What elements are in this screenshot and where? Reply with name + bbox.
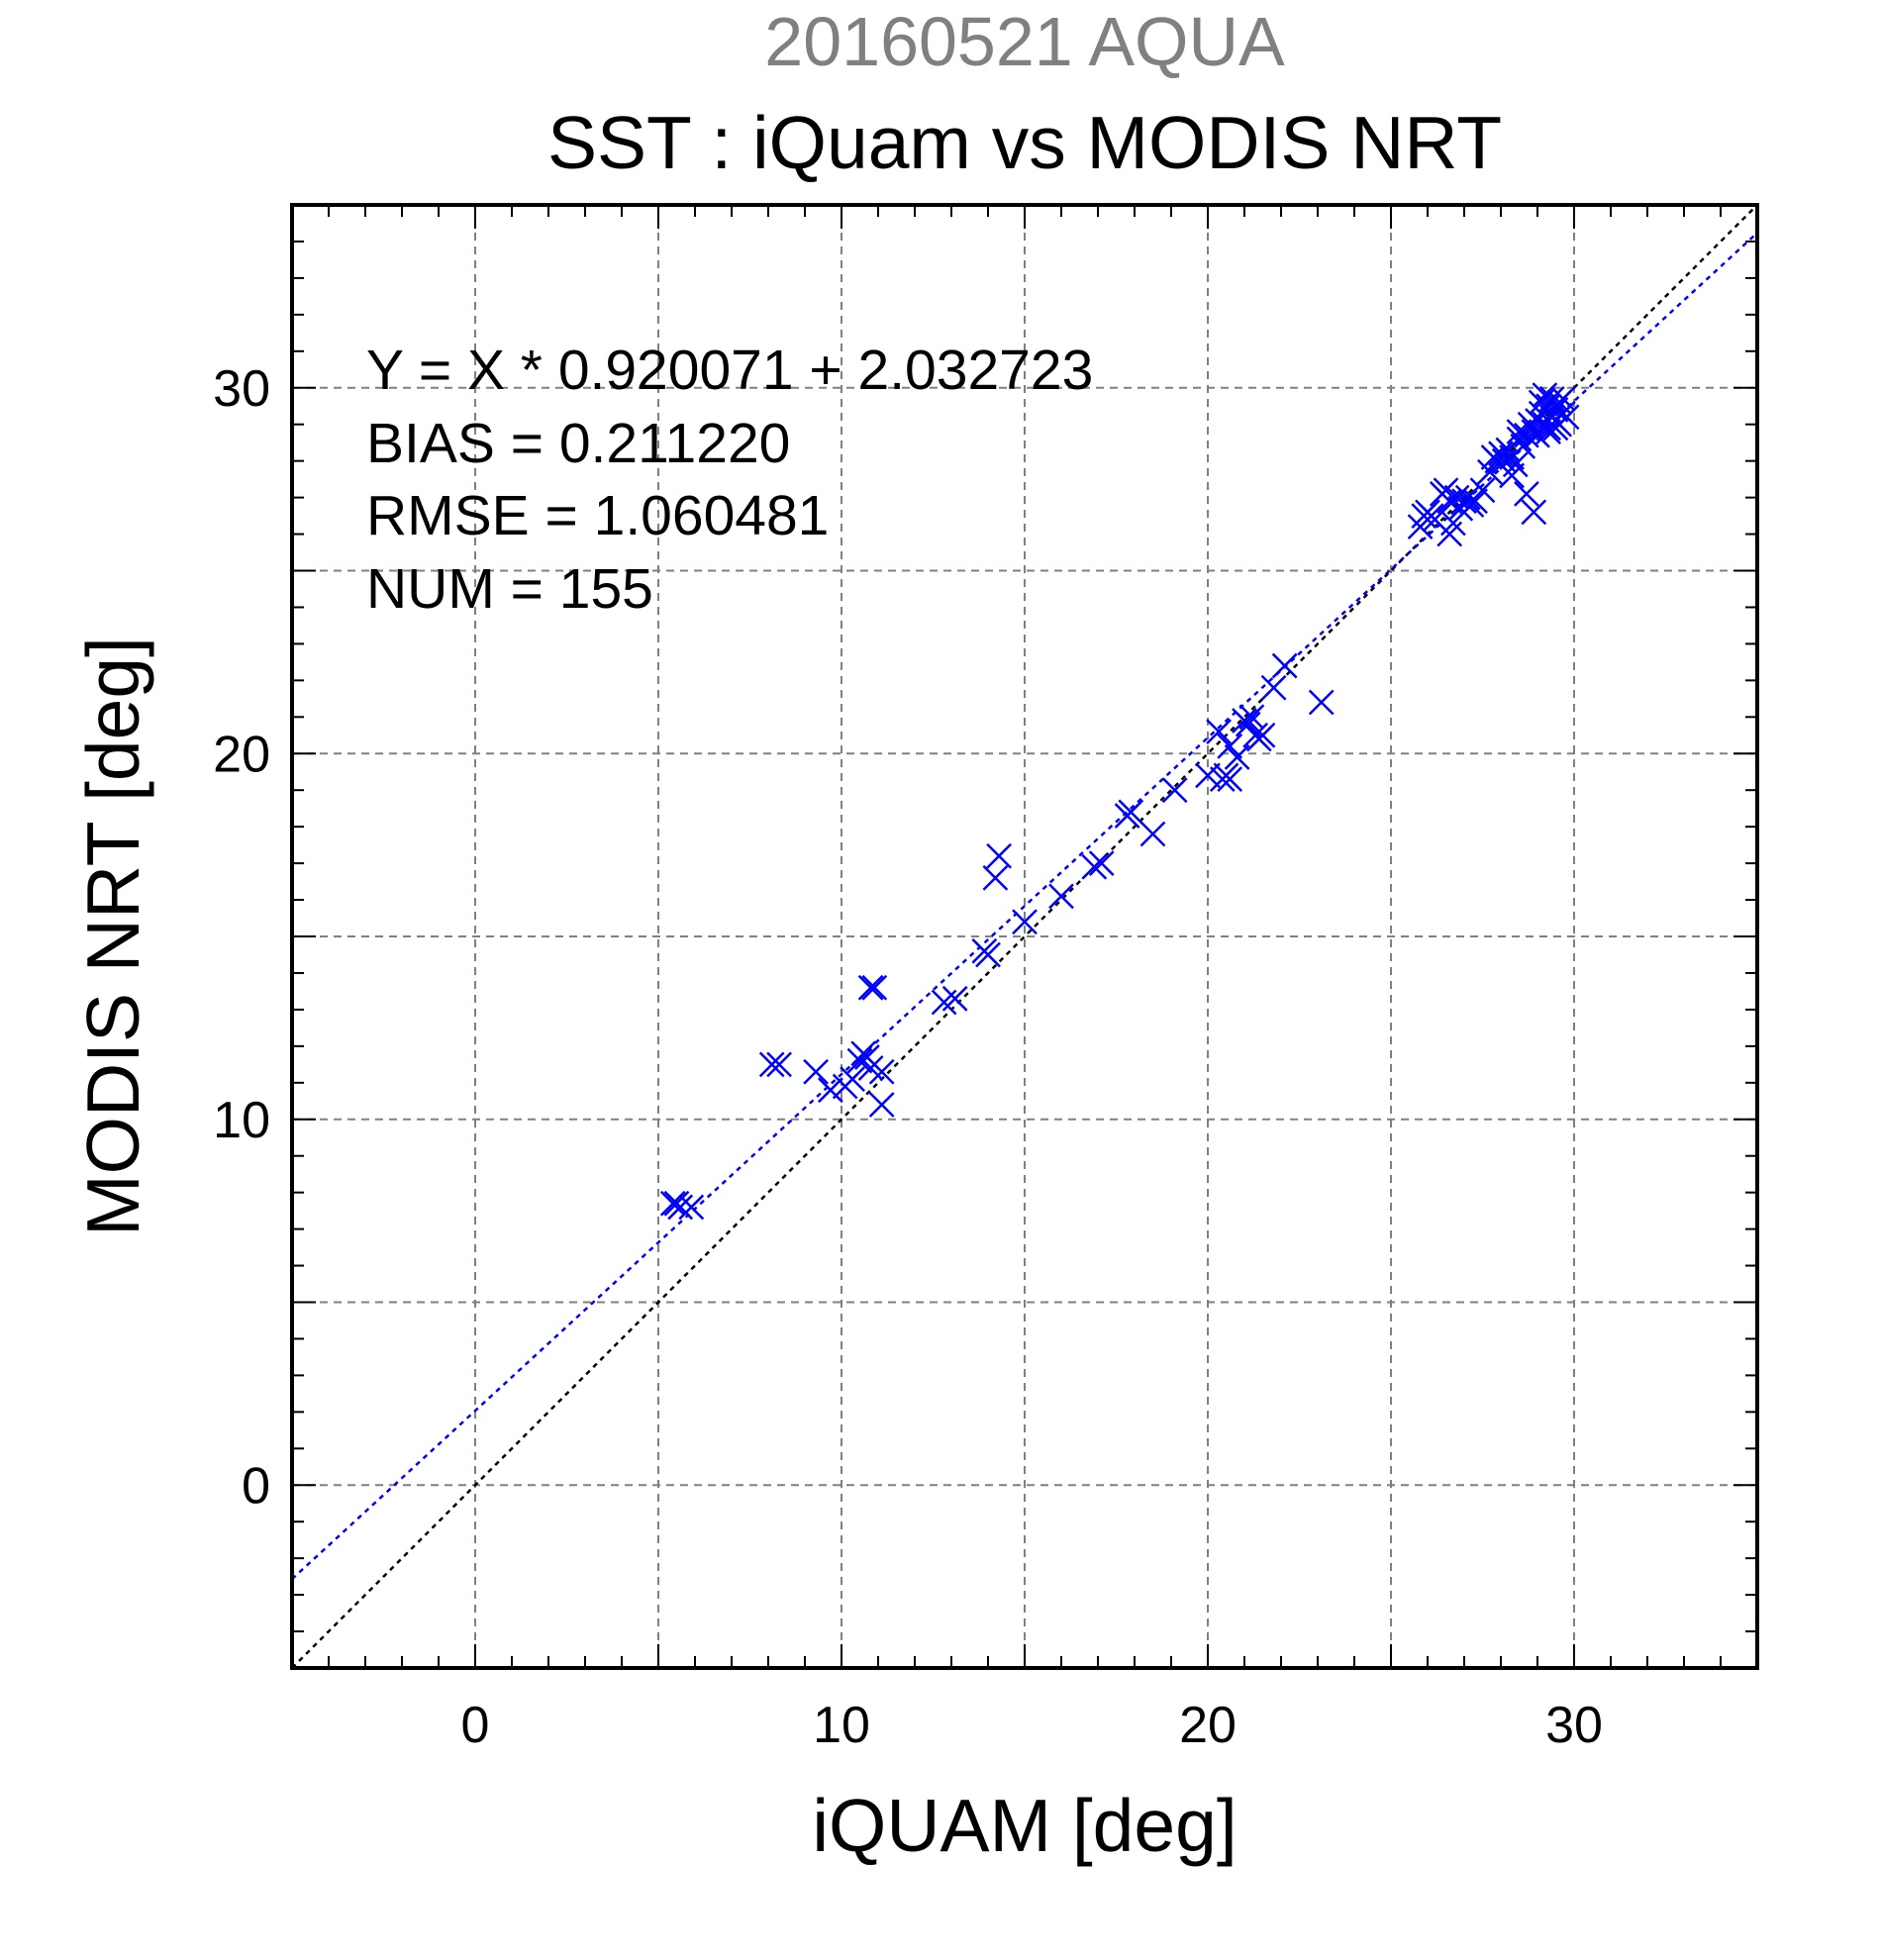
data-point [818, 1077, 843, 1104]
plot-frame [290, 203, 1759, 1670]
data-point [941, 985, 968, 1012]
data-point [1139, 821, 1166, 847]
data-point [857, 974, 884, 1001]
data-point [1195, 762, 1221, 789]
tick-labels: 0 10 20 30 0 10 20 30 [213, 360, 1603, 1754]
data-point [1118, 799, 1144, 826]
data-point [1502, 451, 1529, 478]
data-point [1521, 499, 1547, 526]
data-point [1477, 458, 1503, 485]
rmse-value: RMSE = 1.060481 [366, 484, 829, 547]
y-tick-label: 20 [213, 726, 270, 783]
data-point [1088, 850, 1115, 876]
data-points [659, 382, 1580, 1221]
data-point [1469, 477, 1496, 504]
data-point [840, 1066, 865, 1092]
data-point [1048, 883, 1074, 910]
data-point [659, 1190, 686, 1217]
data-point [803, 1058, 829, 1085]
data-point [1235, 711, 1261, 737]
data-point [1454, 484, 1481, 511]
data-point [1542, 397, 1569, 423]
data-point [766, 1051, 792, 1078]
x-tick-label: 20 [1179, 1697, 1237, 1754]
data-point [868, 1058, 895, 1085]
data-point [1206, 719, 1232, 744]
identity-line [292, 205, 1757, 1668]
y-axis-label: MODIS NRT [deg] [71, 637, 154, 1236]
x-tick-label: 30 [1545, 1697, 1603, 1754]
data-point [846, 1047, 873, 1074]
bias-value: BIAS = 0.211220 [366, 412, 790, 475]
chart-subtitle: SST : iQuam vs MODIS NRT [547, 101, 1502, 184]
data-point [1217, 766, 1243, 792]
data-point [1012, 909, 1038, 935]
data-point [975, 941, 1001, 968]
x-tick-label: 10 [813, 1697, 870, 1754]
x-axis-label: iQUAM [deg] [812, 1784, 1237, 1867]
num-value: NUM = 155 [366, 557, 653, 621]
data-point [758, 1051, 785, 1078]
y-tick-label: 0 [242, 1457, 270, 1515]
data-point [1161, 777, 1188, 804]
grid-lines [292, 205, 1757, 1668]
data-point [678, 1194, 705, 1221]
x-tick-label: 0 [461, 1697, 490, 1754]
regression-equation: Y = X * 0.920071 + 2.032723 [366, 339, 1093, 402]
y-tick-label: 10 [213, 1092, 270, 1149]
data-point [1462, 488, 1488, 515]
chart-title: 20160521 AQUA [764, 3, 1285, 80]
data-point [1514, 481, 1539, 507]
data-point [1535, 419, 1561, 444]
data-point [1081, 853, 1108, 880]
y-tick-label: 30 [213, 360, 270, 418]
data-point [1224, 744, 1250, 770]
data-point [986, 842, 1012, 869]
data-point [667, 1194, 694, 1221]
statistics-annotation: Y = X * 0.920071 + 2.032723 BIAS = 0.211… [366, 339, 1093, 621]
data-point [1260, 674, 1287, 701]
data-point [1249, 722, 1276, 748]
data-point [1271, 652, 1298, 679]
data-point [868, 1092, 895, 1118]
data-point [1238, 704, 1265, 731]
data-point [1542, 415, 1569, 441]
data-point [982, 864, 1009, 891]
data-point [1217, 733, 1243, 759]
data-point [1308, 689, 1335, 716]
data-point [861, 974, 888, 1001]
